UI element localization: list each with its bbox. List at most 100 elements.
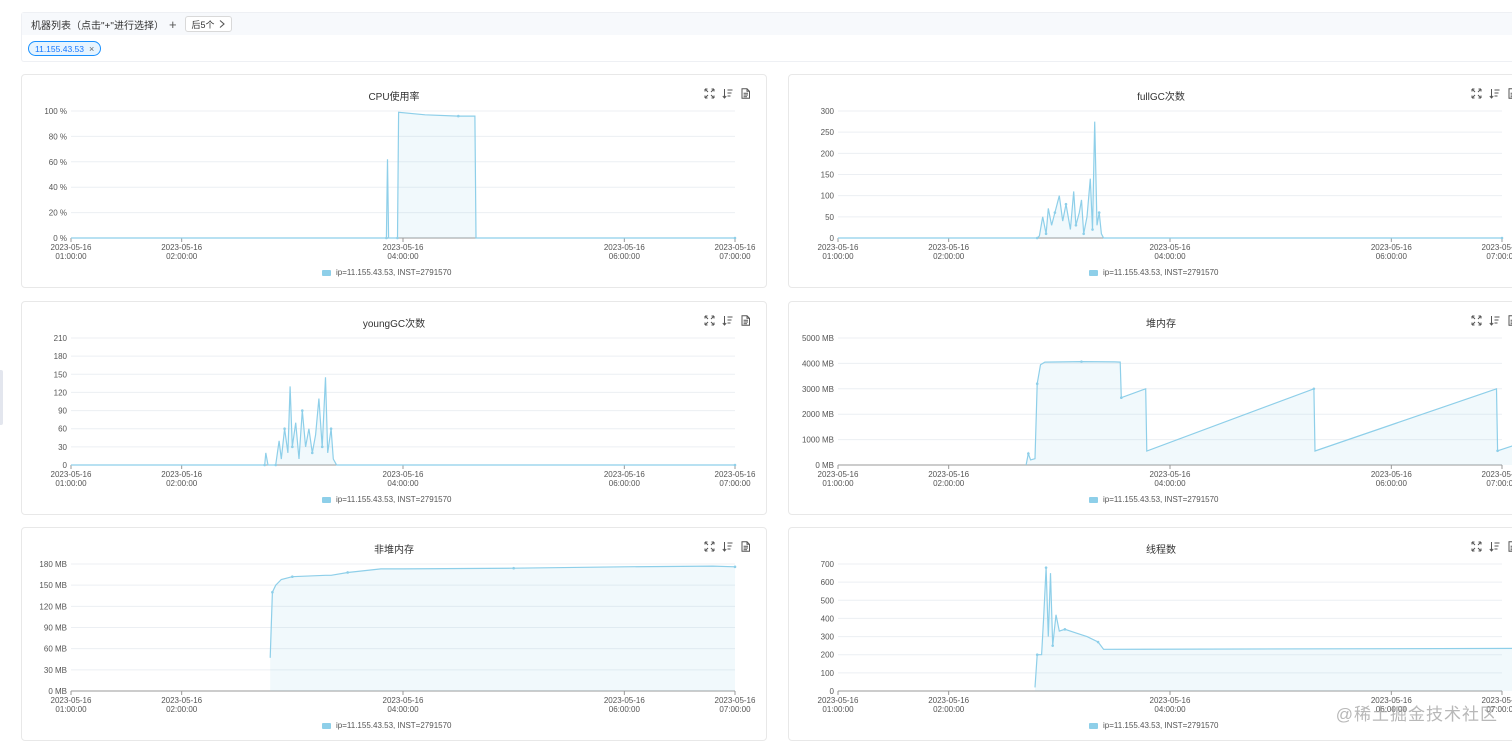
maximize-icon[interactable] xyxy=(704,541,715,552)
data-point[interactable] xyxy=(1082,232,1085,236)
data-point[interactable] xyxy=(291,445,294,449)
chart-panel-younggc: youngGC次数 0 30 60 90 120 150 180 210 2023-05-16 01… xyxy=(21,301,767,515)
data-point[interactable] xyxy=(385,236,388,240)
y-tick-label: 1000 MB xyxy=(802,436,834,445)
maximize-icon[interactable] xyxy=(704,88,715,99)
data-point[interactable] xyxy=(271,590,274,594)
data-point[interactable] xyxy=(396,236,399,240)
y-tick-label: 0 xyxy=(830,687,835,696)
sort-icon[interactable] xyxy=(722,541,733,552)
data-point[interactable] xyxy=(1064,202,1068,206)
data-point[interactable] xyxy=(1051,644,1054,647)
data-point[interactable] xyxy=(1496,449,1499,453)
x-tick-label-date: 2023-05-16 xyxy=(715,696,756,705)
x-tick-label-date: 2023-05-16 xyxy=(1482,696,1512,705)
data-point[interactable] xyxy=(320,445,324,449)
sort-icon[interactable] xyxy=(722,88,733,99)
data-point[interactable] xyxy=(1120,396,1123,399)
chart-svg-cpu: 0 %20 %40 %60 %80 %100 %2023-05-1601:00:… xyxy=(44,107,756,261)
sidebar-collapse-edge[interactable] xyxy=(0,370,3,425)
chart-legend[interactable]: ip=11.155.43.53, INST=2791570 xyxy=(1089,495,1219,504)
data-point[interactable] xyxy=(310,451,314,455)
maximize-icon[interactable] xyxy=(1471,88,1482,99)
series-line[interactable] xyxy=(71,111,735,239)
data-point[interactable] xyxy=(283,427,286,431)
data-point[interactable] xyxy=(1035,382,1039,386)
x-tick-label-time: 01:00:00 xyxy=(55,252,87,261)
x-tick-label-time: 01:00:00 xyxy=(55,479,87,488)
y-tick-label: 60 % xyxy=(49,158,67,167)
data-point[interactable] xyxy=(512,566,515,570)
data-point[interactable] xyxy=(329,427,333,431)
sort-icon[interactable] xyxy=(722,315,733,326)
data-point[interactable] xyxy=(1091,228,1094,231)
data-point[interactable] xyxy=(1080,360,1083,363)
next-five-label: 后5个 xyxy=(191,19,215,30)
data-point[interactable] xyxy=(1027,452,1030,455)
y-tick-label: 100 xyxy=(821,669,835,678)
data-point[interactable] xyxy=(1500,236,1504,240)
data-point[interactable] xyxy=(733,236,737,240)
chart-legend[interactable]: ip=11.155.43.53, INST=2791570 xyxy=(322,495,452,504)
sort-icon[interactable] xyxy=(1489,88,1500,99)
x-tick-label-time: 01:00:00 xyxy=(822,479,854,488)
data-point[interactable] xyxy=(457,114,460,118)
data-point[interactable] xyxy=(1074,224,1078,227)
data-point[interactable] xyxy=(291,575,294,578)
data-point[interactable] xyxy=(1053,211,1057,214)
series-line[interactable] xyxy=(269,565,736,658)
chart-legend[interactable]: ip=11.155.43.53, INST=2791570 xyxy=(1089,721,1219,730)
chart-panel-threads: 线程数 0 100 200 300 400 500 600 700 2023-05-16 01:00… xyxy=(788,527,1512,741)
data-point[interactable] xyxy=(1312,387,1316,391)
maximize-icon[interactable] xyxy=(704,315,715,326)
document-icon[interactable] xyxy=(740,315,751,326)
legend-swatch xyxy=(322,496,331,503)
series-line[interactable] xyxy=(1025,360,1512,466)
data-point[interactable] xyxy=(1044,566,1048,569)
data-point[interactable] xyxy=(733,463,737,467)
series-area xyxy=(838,121,1502,238)
next-five-button[interactable]: 后5个 xyxy=(184,16,232,32)
chart-legend[interactable]: ip=11.155.43.53, INST=2791570 xyxy=(1089,268,1219,277)
x-tick-label-date: 2023-05-16 xyxy=(818,243,859,252)
data-point[interactable] xyxy=(1097,211,1101,214)
legend-label: ip=11.155.43.53, INST=2791570 xyxy=(1103,268,1219,277)
x-tick-label-date: 2023-05-16 xyxy=(1371,696,1412,705)
chart-svg-younggc: 03060901201501802102023-05-1601:00:00202… xyxy=(51,334,756,488)
data-point[interactable] xyxy=(263,463,266,467)
sort-icon-path xyxy=(722,89,733,99)
sort-icon[interactable] xyxy=(1489,541,1500,552)
data-point[interactable] xyxy=(1035,236,1039,240)
legend-label: ip=11.155.43.53, INST=2791570 xyxy=(1103,721,1219,730)
document-icon[interactable] xyxy=(740,88,751,99)
y-tick-label: 100 xyxy=(821,192,835,201)
series-area xyxy=(1026,361,1512,465)
y-tick-label: 60 xyxy=(58,425,67,434)
data-point[interactable] xyxy=(1044,232,1048,236)
series-line[interactable] xyxy=(838,121,1502,239)
maximize-icon-path xyxy=(704,315,715,326)
series-line[interactable] xyxy=(1034,567,1512,688)
document-icon[interactable] xyxy=(740,541,751,552)
data-point[interactable] xyxy=(1063,628,1067,631)
data-point[interactable] xyxy=(300,409,304,412)
maximize-icon[interactable] xyxy=(1471,315,1482,326)
maximize-icon[interactable] xyxy=(1471,541,1482,552)
add-machine-icon[interactable]: + xyxy=(168,16,177,32)
x-tick-label-time: 04:00:00 xyxy=(387,705,419,714)
y-tick-label: 40 % xyxy=(49,183,67,192)
sort-icon[interactable] xyxy=(1489,315,1500,326)
series-line[interactable] xyxy=(71,377,735,466)
data-point[interactable] xyxy=(1096,640,1100,644)
data-point[interactable] xyxy=(733,565,737,569)
data-point[interactable] xyxy=(346,571,349,574)
data-point[interactable] xyxy=(1035,653,1039,657)
series-area xyxy=(1035,567,1512,691)
close-icon[interactable]: × xyxy=(89,43,95,54)
chart-legend[interactable]: ip=11.155.43.53, INST=2791570 xyxy=(322,268,452,277)
data-point[interactable] xyxy=(274,463,278,467)
x-tick-label-time: 07:00:00 xyxy=(1486,252,1512,261)
legend-label: ip=11.155.43.53, INST=2791570 xyxy=(336,721,452,730)
selected-ip-tag[interactable]: 11.155.43.53 × xyxy=(28,41,102,56)
chart-legend[interactable]: ip=11.155.43.53, INST=2791570 xyxy=(322,721,452,730)
